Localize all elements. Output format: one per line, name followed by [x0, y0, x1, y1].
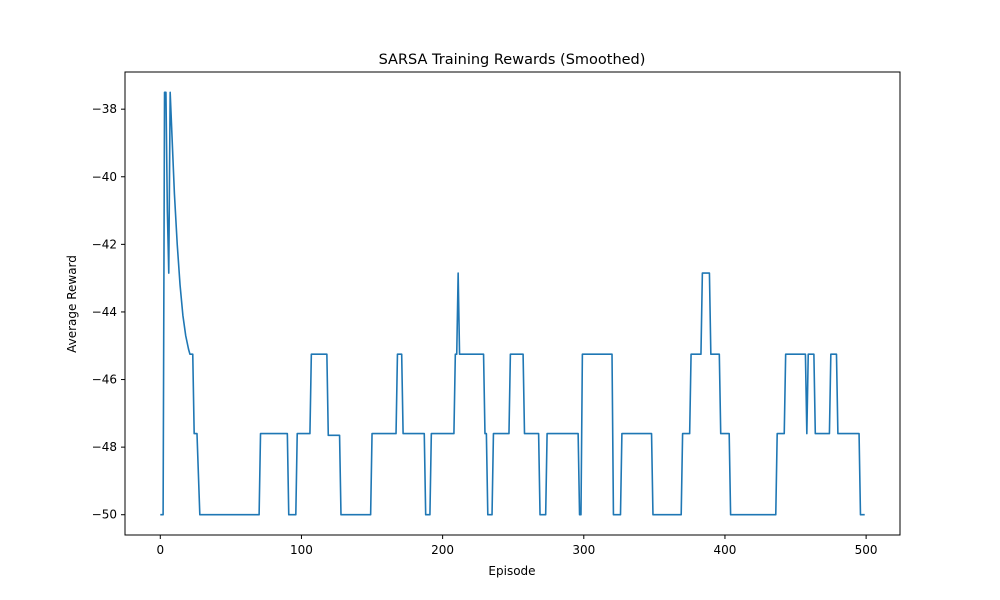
x-tick-label: 300 [572, 543, 595, 557]
y-tick-label: −50 [92, 508, 117, 522]
y-tick-label: −40 [92, 170, 117, 184]
y-tick-label: −46 [92, 373, 117, 387]
x-axis-ticks: 0 100 200 300 400 500 [156, 535, 878, 557]
plot-area: 0 100 200 300 400 500 −50 −48 −46 −44 −42 −40 −38 [92, 71, 901, 557]
x-tick-label: 200 [431, 543, 454, 557]
y-tick-label: −44 [92, 305, 117, 319]
series-line-reward [160, 91, 865, 516]
x-tick-label: 100 [290, 543, 313, 557]
x-tick-label: 400 [714, 543, 737, 557]
y-axis-title: Average Reward [65, 255, 79, 353]
plot-frame [124, 71, 901, 536]
y-axis-ticks: −50 −48 −46 −44 −42 −40 −38 [92, 102, 125, 522]
x-tick-label: 500 [855, 543, 878, 557]
y-tick-label: −48 [92, 440, 117, 454]
y-tick-label: −38 [92, 102, 117, 116]
x-axis-title: Episode [488, 564, 535, 578]
y-tick-label: −42 [92, 237, 117, 251]
chart-title: SARSA Training Rewards (Smoothed) [379, 52, 646, 68]
x-tick-label: 0 [156, 543, 164, 557]
